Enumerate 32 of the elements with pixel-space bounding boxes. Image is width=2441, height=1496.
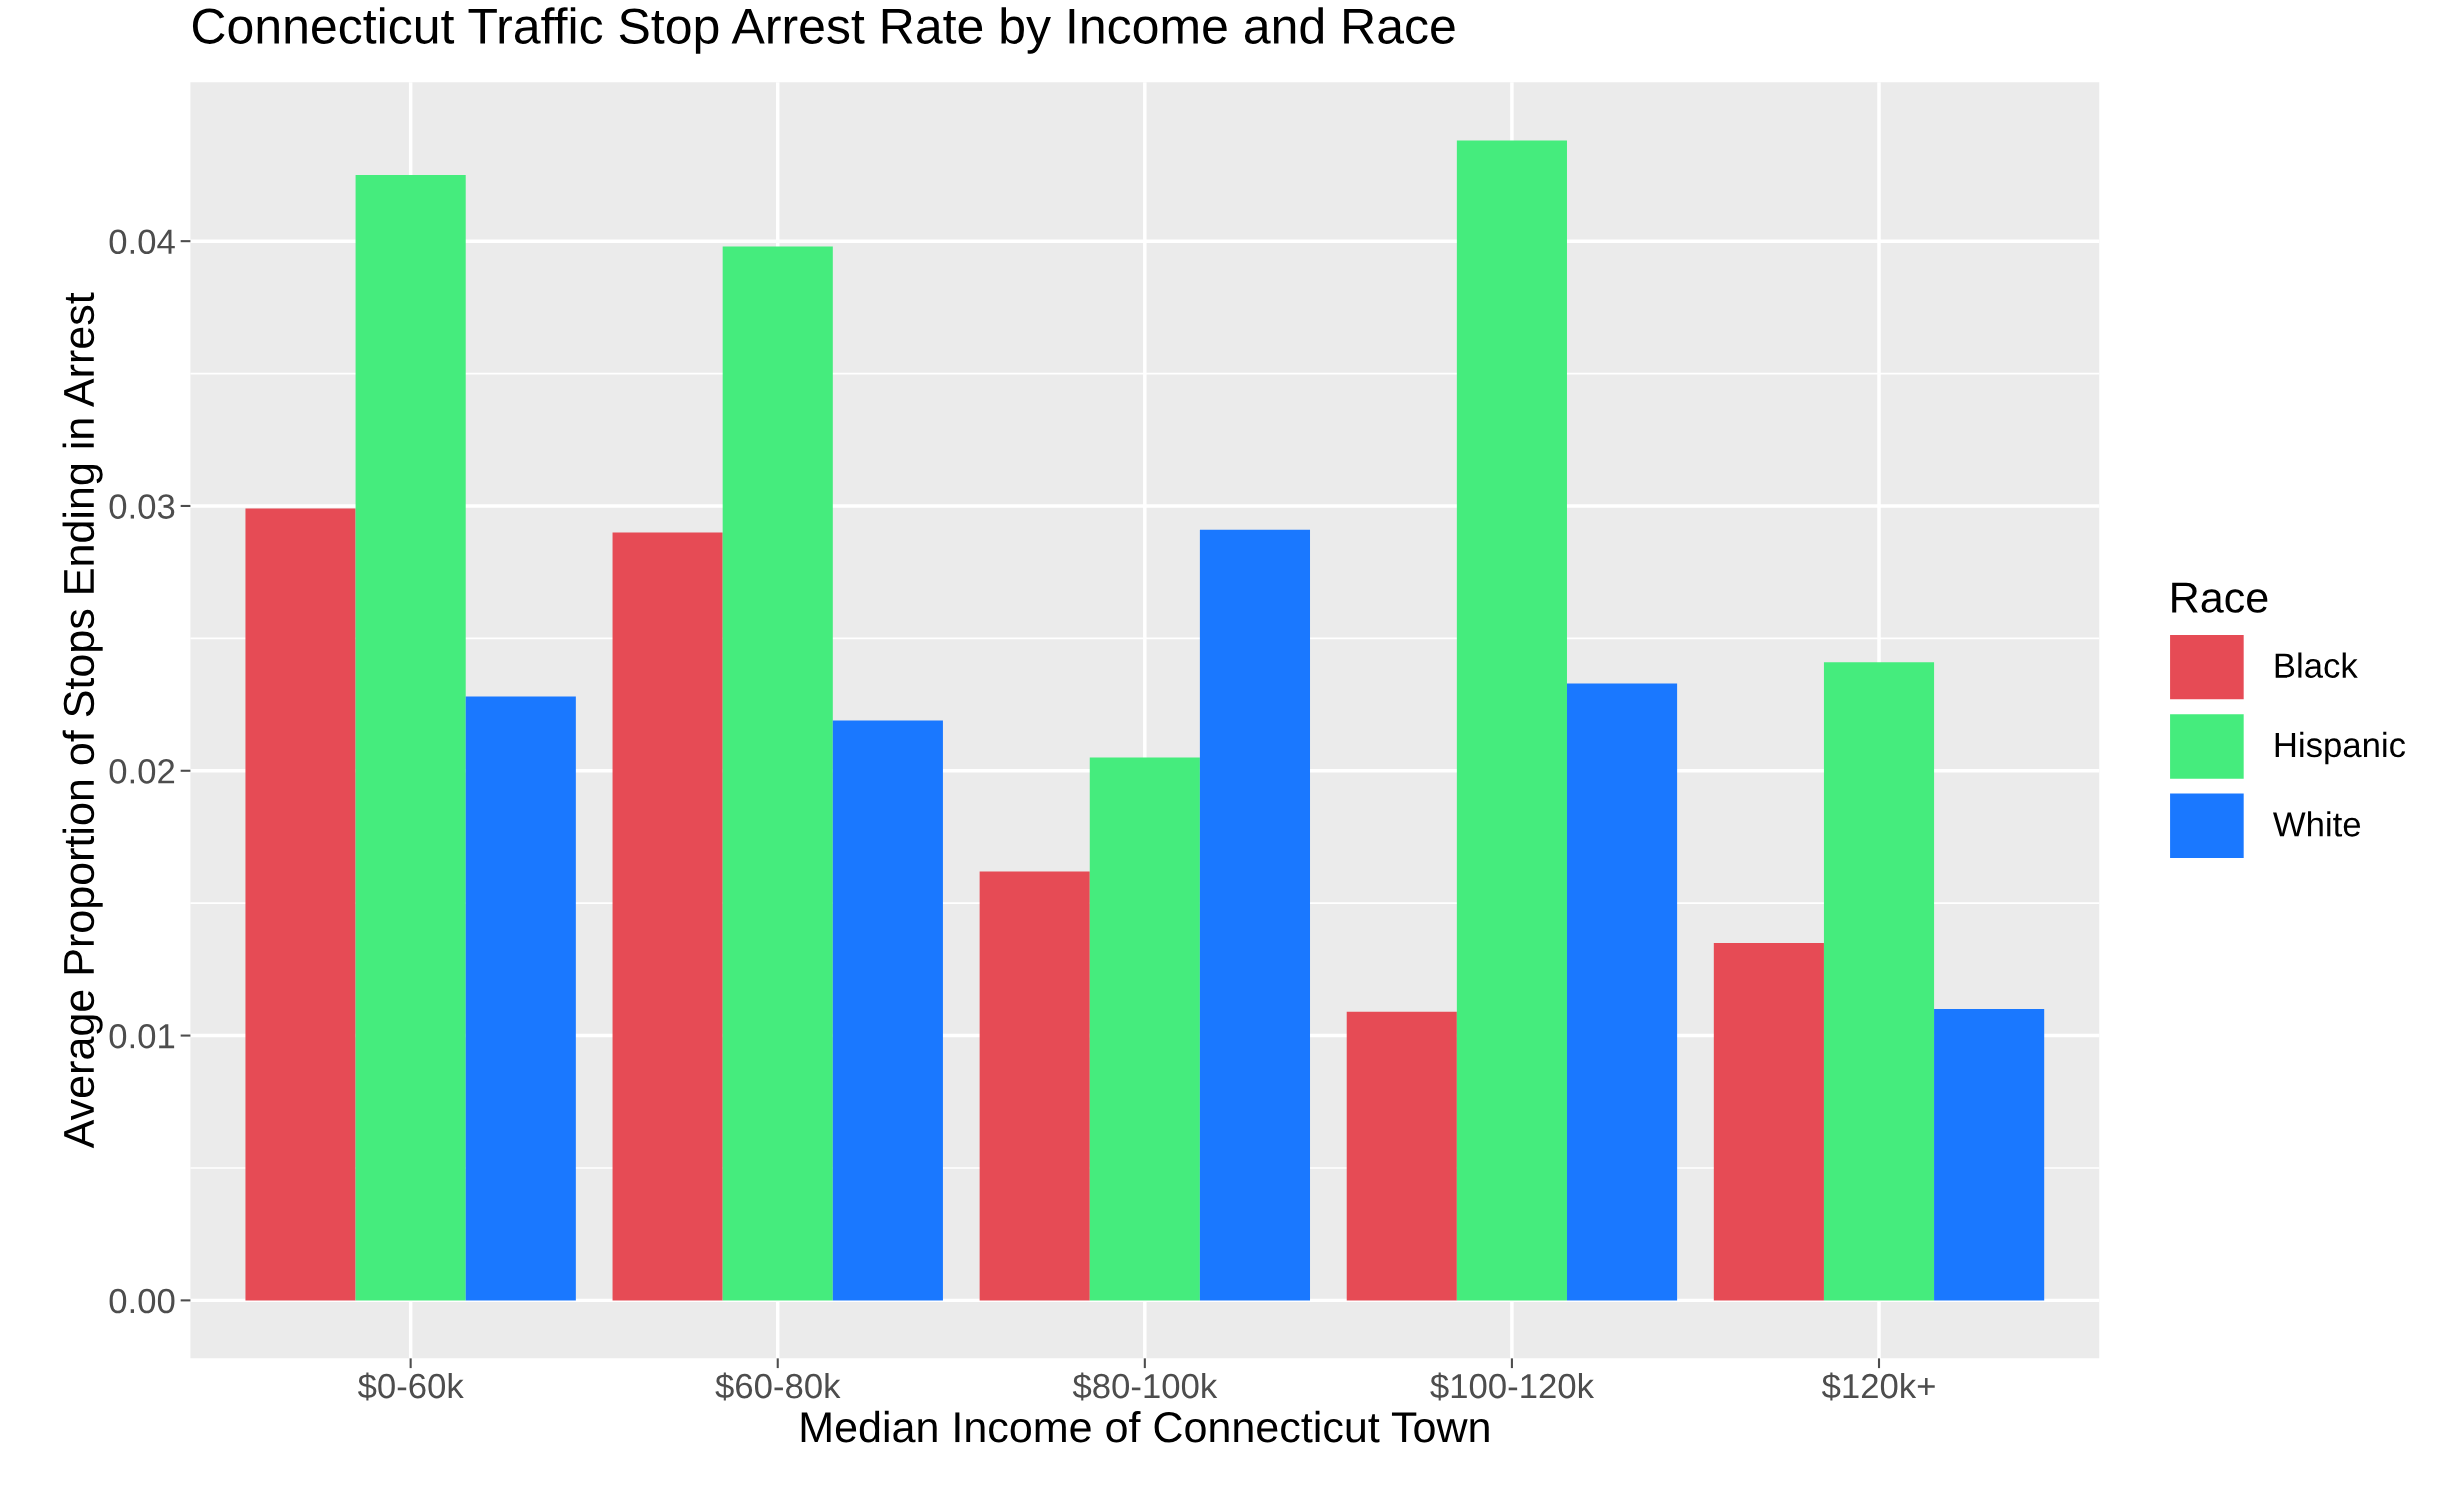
x-axis-title: Median Income of Connecticut Town [801,1410,1489,1443]
x-tick-label: $80-100k [1072,1372,1218,1401]
bar [1934,1009,2045,1301]
bar [722,246,833,1301]
chart-title: Connecticut Traffic Stop Arrest Rate by Income and Race [192,7,1455,54]
y-tick-label: 0.03 [109,494,175,519]
bar [1566,683,1678,1301]
y-tick-label: 0.04 [109,229,175,255]
bar [1346,1011,1457,1301]
bar [1456,140,1567,1301]
bar [1089,757,1200,1301]
legend-label: Hispanic [2275,731,2406,765]
bar [355,174,466,1301]
bar [465,696,576,1301]
y-axis-title: Average Proportion of Stops Ending in Arrest [62,292,103,1149]
legend-label: Black [2275,652,2358,678]
bar [832,720,943,1301]
x-tick-label: $120k+ [1821,1372,1935,1401]
y-tick-label: 0.01 [109,1023,175,1049]
bar [1713,942,1824,1301]
bar [1823,662,1935,1301]
x-tick-label: $100-120k [1430,1372,1595,1401]
bar [612,532,723,1301]
legend-title: Race [2172,582,2268,613]
bar [979,871,1090,1301]
y-tick-label: 0.00 [109,1288,175,1314]
bar [1199,529,1311,1301]
x-tick-label: $0-60k [357,1372,464,1401]
x-tick-label: $60-80k [715,1372,841,1401]
legend-label: White [2273,811,2361,837]
bar [245,508,356,1301]
y-tick-label: 0.02 [109,759,175,784]
